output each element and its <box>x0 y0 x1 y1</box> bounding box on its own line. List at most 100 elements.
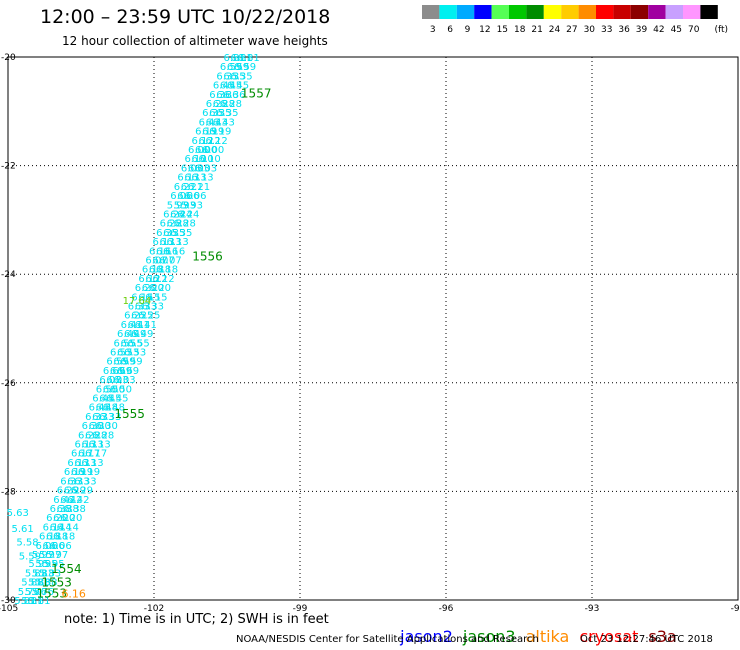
swh-value: 5.97 <box>32 550 54 561</box>
swh-value: 6.24 <box>177 209 199 220</box>
swh-value: 6.28 <box>174 219 196 230</box>
swh-value: 6.36 <box>216 90 238 101</box>
lat-tick-label: -24 <box>1 270 16 280</box>
footer-note: note: 1) Time is in UTC; 2) SWH is in fe… <box>64 612 329 627</box>
swh-value: 6.13 <box>74 440 96 451</box>
swh-value: 5.83 <box>25 568 47 579</box>
swh-value: 6.16 <box>163 246 185 257</box>
swh-value: 6.69 <box>117 366 139 377</box>
pass-number-label: 1554 <box>51 562 82 576</box>
swh-value: 6.41 <box>135 320 157 331</box>
swh-value: 6.00 <box>195 145 217 156</box>
swh-value: 6.48 <box>89 403 111 414</box>
swh-value: 6.28 <box>167 219 189 230</box>
swh-value: 6.06 <box>184 191 206 202</box>
swh-value: 6.15 <box>138 292 160 303</box>
swh-value: 5.88 <box>28 578 50 589</box>
swh-value: 6.12 <box>145 274 167 285</box>
swh-value: 6.10 <box>191 154 213 165</box>
legend-swatch <box>613 5 631 19</box>
swh-value: 6.18 <box>142 265 164 276</box>
swh-value: 6.24 <box>163 209 185 220</box>
pass-number-label: 1557 <box>241 87 272 101</box>
swh-value: 6.59 <box>113 357 135 368</box>
swh-value: 6.03 <box>195 163 217 174</box>
swh-value: 5.59 <box>19 551 41 562</box>
swh-value: 6.33 <box>99 412 121 423</box>
lon-tick-label: -99 <box>293 604 308 614</box>
swh-value: 6.13 <box>81 440 103 451</box>
swh-value: 6.30 <box>89 421 111 432</box>
satellite-legend: jason2 jason3 altika cryosat s3a <box>390 608 687 646</box>
swh-value: 6.12 <box>152 274 174 285</box>
legend-label: 6 <box>447 25 453 35</box>
swh-value: 6.13 <box>191 173 213 184</box>
satellite-jason2: jason2 <box>400 627 453 646</box>
color-scale-legend: 3 6 9 12 15 18 21 24 27 30 33 36 39 42 45 70 (ft) <box>422 5 728 35</box>
swh-value: 6.50 <box>103 384 125 395</box>
lon-tick-label: -102 <box>144 604 164 614</box>
swh-value: 5.88 <box>21 578 43 589</box>
swh-value: 6.13 <box>81 458 103 469</box>
satellite-altika: altika <box>525 627 570 646</box>
legend-swatch <box>543 5 562 19</box>
swh-highlight-value: 17.64 <box>123 296 152 307</box>
swh-value: 6.59 <box>106 357 128 368</box>
swh-value: 6.19 <box>202 127 224 138</box>
swh-value: 6.36 <box>209 90 231 101</box>
swh-value: 5.88 <box>35 578 57 589</box>
swh-value: 6.21 <box>188 182 210 193</box>
swh-value: 6.35 <box>163 228 185 239</box>
swh-value: 6.41 <box>121 320 143 331</box>
swh-value: 6.18 <box>53 532 75 543</box>
legend-label: 70 <box>688 25 700 35</box>
legend-swatch <box>683 5 701 19</box>
legend-swatch <box>596 5 614 19</box>
swh-value: 6.45 <box>227 81 249 92</box>
legend-label: 24 <box>549 25 561 35</box>
swh-value: 6.06 <box>49 541 71 552</box>
swh-value: 6.42 <box>53 495 75 506</box>
swh-value: 6.00 <box>188 145 210 156</box>
swh-value: 5.76 <box>18 587 40 598</box>
swh-value: 6.28 <box>220 99 242 110</box>
swh-value: 6.12 <box>192 136 214 147</box>
swh-value: 6.06 <box>35 541 57 552</box>
swh-value: 6.12 <box>206 136 228 147</box>
swh-value: 6.35 <box>223 71 245 82</box>
legend-swatch <box>439 5 457 19</box>
legend-label: 12 <box>479 25 490 35</box>
swh-value: 5.76 <box>25 587 47 598</box>
swh-value: 6.20 <box>135 283 157 294</box>
swh-value: 6.29 <box>71 486 93 497</box>
swh-value: 6.10 <box>198 154 220 165</box>
swh-value: 6.49 <box>131 329 153 340</box>
swh-value: 6.33 <box>60 476 82 487</box>
swh-value: 6.50 <box>110 384 132 395</box>
swh-value: 6.45 <box>220 81 242 92</box>
lon-tick-label: -96 <box>439 604 454 614</box>
swh-value: 6.20 <box>60 513 82 524</box>
swh-value: 6.55 <box>128 338 150 349</box>
legend-label: 21 <box>531 25 542 35</box>
swh-value: 6.59 <box>227 62 249 73</box>
swh-value: 6.16 <box>61 587 86 600</box>
swh-value: 6.06 <box>177 191 199 202</box>
swh-value: 6.15 <box>145 292 167 303</box>
swh-value: 6.13 <box>88 440 110 451</box>
swh-value: 6.38 <box>64 504 86 515</box>
swh-value: 5.93 <box>167 200 189 211</box>
swh-value: 6.28 <box>206 99 228 110</box>
swh-value: 6.18 <box>156 265 178 276</box>
swh-value: 6.43 <box>206 117 228 128</box>
legend-swatch <box>665 5 683 19</box>
swh-value: 6.20 <box>149 283 171 294</box>
swh-value: 6.13 <box>74 458 96 469</box>
swh-value: 6.03 <box>188 163 210 174</box>
swh-value: 6.25 <box>131 311 153 322</box>
swh-value: 6.18 <box>46 532 68 543</box>
swh-value: 6.35 <box>230 71 252 82</box>
swh-value: 5.81 <box>14 596 36 607</box>
swh-value: 6.38 <box>57 504 79 515</box>
swh-value: 6.81 <box>230 53 252 64</box>
